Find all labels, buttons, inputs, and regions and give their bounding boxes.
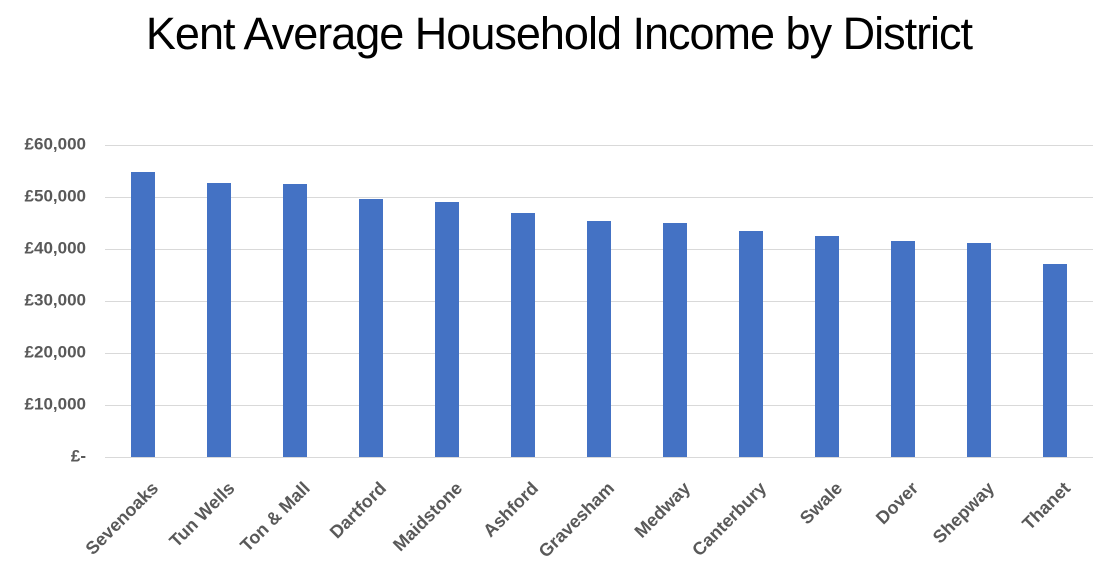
bar-maidstone [435,202,459,457]
bar-medway [663,223,687,457]
gridline [105,197,1093,198]
bar-gravesham [587,220,611,457]
x-tick-label: Shepway [928,478,999,548]
y-tick-label: £50,000 [24,186,86,206]
x-tick-label: Ashford [479,478,543,541]
bar-shepway [967,242,991,457]
bar-sevenoaks [131,172,155,457]
bar-ton-mall [283,184,307,457]
y-tick-label: £10,000 [24,394,86,414]
gridline [105,457,1093,458]
x-tick-label: Maidstone [389,478,467,556]
y-tick-label: £20,000 [24,342,86,362]
y-tick-label: £- [70,446,86,466]
bar-dartford [359,199,383,457]
x-tick-label: Sevenoaks [81,478,163,559]
bar-ashford [511,213,535,457]
gridline [105,145,1093,146]
chart-title: Kent Average Household Income by Distric… [145,8,973,59]
bar-dover [891,241,915,457]
y-tick-label: £60,000 [24,134,86,154]
y-tick-label: £30,000 [24,290,86,310]
x-tick-label: Swale [795,478,847,529]
y-axis: £- £10,000 £20,000 £30,000 £40,000 £50,000 £60… [0,135,95,466]
x-tick-label: Canterbury [688,478,771,561]
plot-area [105,145,1093,458]
y-tick-label: £40,000 [24,238,86,258]
x-tick-label: Dartford [325,478,391,543]
x-tick-label: Tun Wells [165,478,239,552]
x-tick-label: Gravesham [534,478,619,562]
bar-canterbury [739,230,763,457]
bar-swale [815,236,839,457]
x-tick-label: Thanet [1018,478,1075,534]
x-tick-label: Ton & Mall [236,478,315,556]
bar-thanet [1043,264,1067,457]
bar-tun-wells [207,182,231,457]
x-tick-label: Dover [871,478,923,529]
x-tick-label: Medway [630,478,695,542]
